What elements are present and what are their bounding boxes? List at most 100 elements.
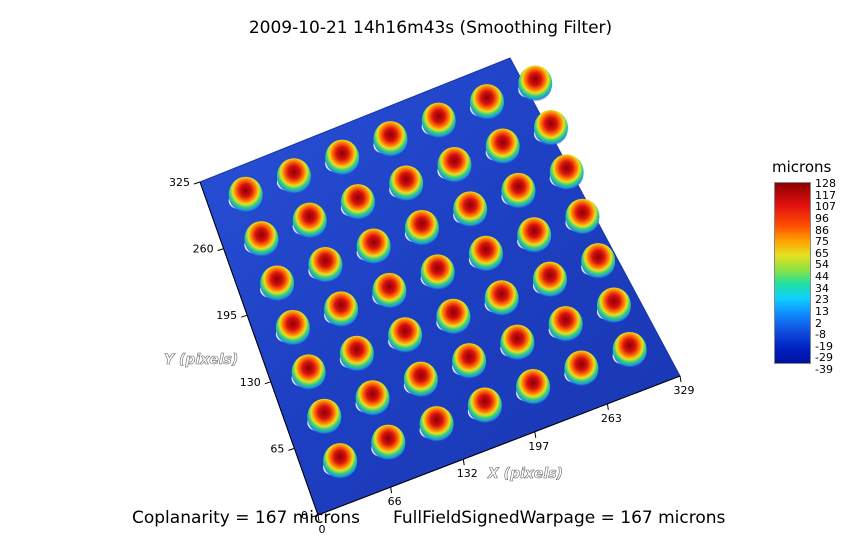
colorbar-tick-label: 54 [815, 258, 829, 272]
colorbar-title: microns [772, 158, 832, 176]
bump-dome [308, 247, 343, 284]
bump-dome [596, 287, 631, 324]
colorbar-tick-label: 107 [815, 200, 836, 214]
solder-bump [244, 221, 279, 258]
bump-dome [371, 424, 406, 461]
solder-bump [501, 172, 536, 209]
colorbar-tick-label: 86 [815, 223, 829, 237]
bump-dome [340, 184, 375, 221]
bump-dome [421, 102, 456, 139]
bump-dome [437, 147, 472, 184]
y-tick-label: 65 [270, 442, 284, 455]
solder-bump [389, 165, 424, 202]
y-tick-mark [241, 314, 248, 318]
colorbar-tick-label: 34 [815, 281, 829, 295]
bump-dome [389, 165, 424, 202]
solder-bump [467, 387, 502, 424]
y-tick-mark [264, 381, 271, 385]
y-tick-label: 0 [301, 509, 308, 522]
colorbar-tick-label: 13 [815, 304, 829, 318]
y-axis-label: Y (pixels) [164, 352, 238, 368]
solder-bump [612, 331, 647, 368]
solder-bump [518, 65, 553, 102]
y-tick-mark [311, 514, 319, 518]
y-tick-label: 195 [216, 309, 237, 322]
solder-bump [404, 209, 439, 246]
colorbar-tick-label: -39 [815, 363, 833, 376]
solder-bump [323, 443, 358, 480]
bump-dome [228, 176, 263, 213]
solder-bump [292, 202, 327, 239]
bump-dome [517, 217, 552, 254]
bump-dome [565, 198, 600, 235]
colorbar-tick-label: -29 [815, 351, 833, 365]
x-tick-label: 66 [388, 495, 402, 508]
solder-bump [437, 147, 472, 184]
bump-dome [373, 121, 408, 158]
y-tick-mark [288, 447, 295, 451]
solder-bump [324, 291, 359, 328]
y-tick-mark [217, 248, 224, 252]
bump-dome [548, 306, 583, 343]
coplanarity-text: Coplanarity = 167 microns [132, 508, 361, 528]
solder-bump [339, 335, 374, 372]
bump-dome [324, 291, 359, 328]
x-axis-label: X (pixels) [487, 466, 563, 482]
colorbar-tick-label: 128 [815, 177, 836, 190]
solder-bump [228, 176, 263, 213]
bump-dome [355, 380, 390, 417]
solder-bump [403, 361, 438, 398]
solder-bump [484, 280, 519, 317]
bump-dome [323, 443, 358, 480]
bump-dome [307, 398, 342, 435]
solder-bump [420, 254, 455, 291]
solder-bump [373, 121, 408, 158]
x-axis-line [317, 375, 681, 516]
solder-bump [549, 154, 584, 191]
solder-bump [260, 265, 295, 302]
colorbar-tick-label: 65 [815, 246, 829, 260]
bump-dome [452, 343, 487, 380]
bump-dome [468, 235, 503, 272]
bump-dome [516, 369, 551, 406]
solder-bump [356, 228, 391, 265]
bump-dome [388, 317, 423, 354]
solder-bump [307, 398, 342, 435]
colorbar [774, 182, 811, 364]
solder-bump [500, 324, 535, 361]
solder-bump [485, 128, 520, 165]
bump-dome [292, 202, 327, 239]
solder-bump [452, 343, 487, 380]
bump-dome [500, 324, 535, 361]
bump-dome [564, 350, 599, 387]
colorbar-tick-label: -19 [815, 339, 833, 353]
colorbar-tick-label: 44 [815, 270, 829, 283]
bump-dome [612, 331, 647, 368]
solder-bump [436, 298, 471, 335]
x-tick-mark [606, 403, 609, 410]
bump-dome [436, 298, 471, 335]
solder-bump [564, 350, 599, 387]
bump-dome [549, 154, 584, 191]
bump-dome [581, 243, 616, 280]
bump-dome [275, 309, 310, 346]
x-tick-label: 263 [601, 412, 622, 425]
solder-bump [421, 102, 456, 139]
solder-bump [325, 139, 360, 176]
colorbar-tick-label: 117 [815, 188, 836, 202]
solder-bump [532, 261, 567, 298]
bump-dome [260, 265, 295, 302]
y-tick-label: 260 [193, 243, 214, 256]
chart-title: 2009-10-21 14h16m43s (Smoothing Filter) [248, 18, 613, 38]
x-ticks: 0 66 132 197 263 329 [317, 375, 695, 536]
solder-bump [372, 272, 407, 309]
solder-bump [419, 406, 454, 443]
x-tick-mark [534, 431, 537, 438]
bump-dome [469, 84, 504, 121]
solder-bump [340, 184, 375, 221]
solder-bump [371, 424, 406, 461]
y-ticks: 0 65 130 195 260 325 [169, 176, 319, 522]
solder-bump [548, 306, 583, 343]
bump-dome [244, 221, 279, 258]
